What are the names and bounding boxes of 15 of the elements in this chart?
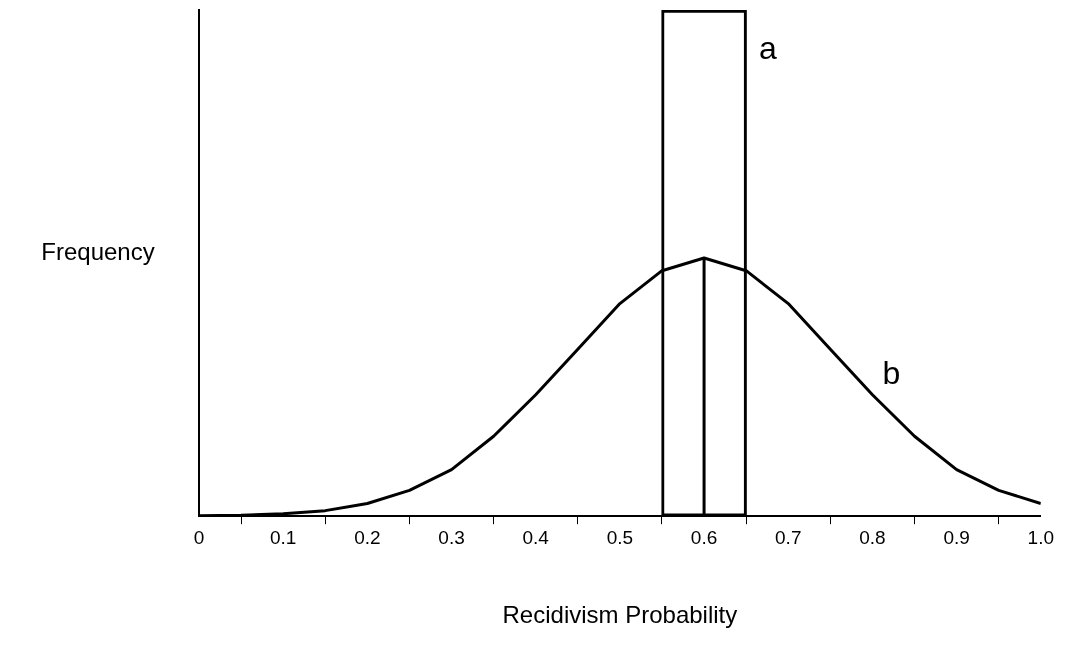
series-label: a	[759, 29, 778, 66]
x-tick-label: 0.2	[354, 526, 381, 548]
x-tick-label: 0	[193, 526, 205, 548]
x-tick-label: 0.9	[943, 526, 970, 548]
series-label: b	[882, 354, 901, 391]
x-tick-label: 0.4	[522, 526, 550, 548]
x-tick-label: 0.5	[606, 526, 634, 548]
y-axis-title: Frequency	[41, 237, 155, 265]
x-tick-label: 0.6	[690, 526, 718, 548]
x-tick-label: 0.3	[438, 526, 465, 548]
x-axis-title: Recidivism Probability	[502, 600, 738, 628]
x-tick-label: 1.0	[1027, 526, 1054, 548]
x-tick-label: 0.7	[775, 526, 802, 548]
x-tick-label: 0.8	[859, 526, 886, 548]
x-tick-label: 0.1	[269, 526, 297, 548]
